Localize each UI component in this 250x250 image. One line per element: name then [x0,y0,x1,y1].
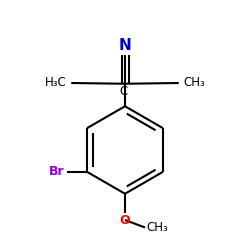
Text: H₃C: H₃C [45,76,67,89]
Text: N: N [119,38,132,53]
Text: Br: Br [49,166,64,178]
Text: CH₃: CH₃ [146,221,168,234]
Text: CH₃: CH₃ [183,76,205,89]
Text: C: C [120,85,128,98]
Text: O: O [120,214,130,227]
